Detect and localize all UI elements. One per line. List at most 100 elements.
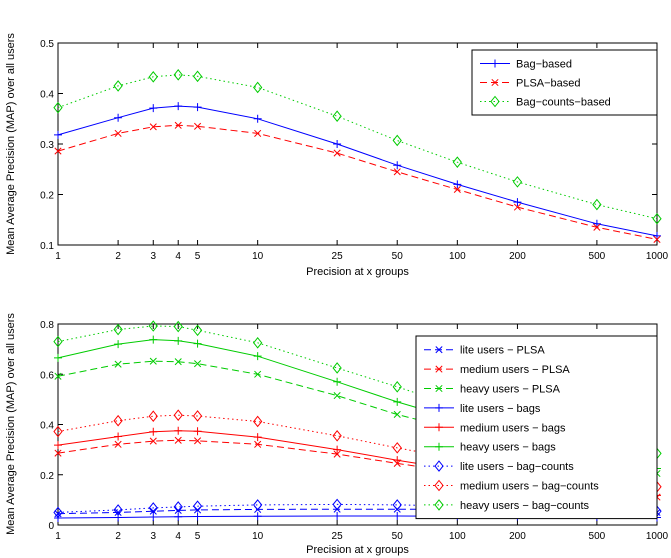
x-tick-label: 500	[589, 531, 606, 542]
x-tick-label: 1	[55, 531, 61, 542]
legend-label: lite users − bags	[460, 403, 541, 415]
legend-label: medium users − PLSA	[460, 364, 570, 376]
data-point	[174, 426, 183, 435]
x-tick-label: 200	[509, 251, 526, 262]
data-point	[113, 80, 123, 92]
data-point	[254, 370, 262, 378]
legend-label: PLSA−based	[516, 78, 581, 90]
y-tick-label: 0	[48, 521, 54, 532]
data-point	[173, 69, 183, 81]
data-point	[193, 339, 202, 348]
legend-marker	[435, 365, 443, 373]
x-axis-label: Precision at x groups	[306, 266, 409, 278]
data-point	[149, 104, 158, 113]
data-point	[54, 353, 62, 362]
data-point	[194, 360, 202, 368]
x-tick-label: 3	[150, 531, 156, 542]
series-3	[53, 69, 662, 225]
legend: Bag−based PLSA−based Bag−counts−based	[471, 49, 658, 116]
series-line	[57, 74, 658, 220]
data-point	[332, 430, 342, 442]
series-1	[54, 102, 661, 240]
data-point	[192, 70, 203, 83]
series-2	[54, 121, 661, 243]
data-point	[333, 377, 342, 386]
legend-marker	[434, 460, 444, 472]
x-tick-label: 200	[509, 531, 526, 542]
data-point	[332, 498, 342, 511]
data-point	[593, 223, 601, 231]
data-point	[453, 185, 461, 194]
x-tick-label: 25	[332, 531, 344, 542]
data-point	[452, 156, 462, 168]
legend-label: lite users − bag−counts	[460, 461, 574, 473]
y-tick-label: 0.4	[40, 90, 54, 101]
data-point	[393, 397, 402, 406]
legend-label: Bag−counts−based	[516, 97, 611, 109]
y-tick-label: 0.5	[40, 39, 54, 50]
legend-label: lite users − PLSA	[460, 345, 545, 357]
y-axis-label: Mean Average Precision (MAP) over all us…	[5, 313, 17, 535]
chart-panel-2: 1 2 3 4 5 10 25 50 100 200 500 1000 0 0.2 0.4 0.6 0.8 Pre…	[5, 313, 669, 556]
data-point	[53, 506, 63, 519]
data-point	[148, 502, 158, 514]
data-point	[193, 512, 202, 521]
y-tick-label: 0.6	[40, 370, 54, 381]
data-point	[253, 512, 262, 521]
data-point	[333, 445, 342, 454]
data-point	[173, 501, 183, 513]
data-point	[54, 510, 62, 518]
legend-label: Bag−based	[516, 59, 572, 71]
data-point	[54, 147, 62, 155]
legend-marker	[435, 346, 443, 354]
series-line	[57, 124, 658, 240]
data-point	[332, 362, 342, 374]
legend-marker	[491, 59, 499, 68]
data-point	[592, 219, 601, 228]
legend: lite users − PLSA medium users − PLSA heav…	[415, 335, 658, 520]
chart-panel-1: 1 2 3 4 5 10 25 50 100 200 500 1000 0.1 0.2 0.3 0.4 0.5 P…	[5, 33, 669, 278]
y-tick-label: 0.2	[40, 471, 54, 482]
data-point	[253, 433, 262, 442]
data-point	[253, 114, 262, 123]
data-point	[653, 231, 661, 240]
series-line	[57, 105, 658, 237]
data-point	[193, 427, 202, 436]
data-point	[392, 499, 402, 511]
data-point	[174, 512, 183, 521]
data-point	[254, 440, 262, 448]
data-point	[113, 323, 123, 336]
data-point	[192, 410, 203, 422]
data-point	[192, 500, 203, 512]
data-point	[333, 450, 341, 458]
data-point	[592, 198, 602, 211]
series-line	[57, 325, 658, 454]
data-point	[54, 441, 62, 450]
data-point	[114, 129, 122, 137]
data-point	[333, 392, 341, 400]
data-point	[149, 512, 158, 521]
y-tick-label: 0.4	[40, 421, 54, 432]
x-tick-label: 2	[115, 251, 121, 262]
x-tick-label: 100	[449, 531, 466, 542]
data-point	[392, 381, 402, 393]
x-tick-label: 3	[150, 251, 156, 262]
x-tick-label: 25	[332, 251, 344, 262]
data-point	[149, 123, 157, 131]
data-point	[113, 414, 123, 427]
data-point	[333, 140, 342, 148]
legend-marker	[434, 499, 444, 511]
data-point	[174, 358, 182, 366]
data-point	[53, 101, 63, 114]
data-point	[393, 168, 401, 176]
data-point	[253, 81, 263, 94]
data-point	[194, 122, 202, 130]
data-point	[114, 440, 122, 448]
series-line	[57, 414, 658, 488]
data-point	[149, 427, 158, 436]
data-point	[174, 506, 182, 514]
data-point	[113, 504, 123, 516]
x-tick-label: 5	[195, 251, 201, 262]
data-point	[332, 110, 342, 123]
data-point	[53, 425, 63, 438]
